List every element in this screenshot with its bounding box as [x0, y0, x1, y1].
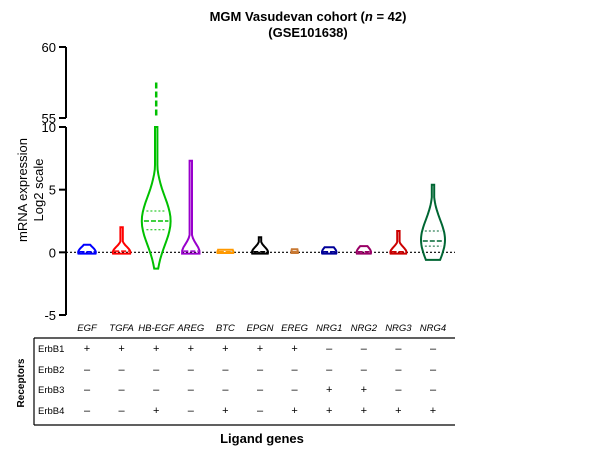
receptor-mark: +	[118, 343, 124, 355]
receptor-mark: –	[292, 364, 299, 376]
y-axis-label-line2: Log2 scale	[31, 159, 46, 222]
x-tick-label: AREG	[176, 323, 204, 334]
x-tick-label: BTC	[216, 323, 235, 334]
receptor-mark: –	[188, 364, 195, 376]
violin-body	[181, 159, 201, 255]
x-tick-label: NRG4	[420, 323, 446, 334]
receptor-label: ErbB2	[38, 365, 64, 376]
receptor-mark: –	[119, 364, 126, 376]
receptor-mark: +	[222, 405, 228, 417]
receptor-mark: +	[153, 405, 159, 417]
chart-subtitle: (GSE101638)	[268, 25, 348, 40]
y-tick-label: 55	[42, 111, 56, 126]
violin-egf	[77, 243, 97, 255]
violin-body	[355, 245, 372, 255]
receptor-mark: +	[395, 405, 401, 417]
receptor-table: ErbB1 + + + + + + + – – – – ErbB2 – – – – – – – – – – – ErbB3 – – –…	[33, 337, 455, 426]
violin-body	[140, 126, 172, 270]
violin-nrg2	[355, 245, 372, 255]
x-tick-label: HB-EGF	[138, 323, 175, 334]
violin-tgfa	[111, 226, 132, 255]
receptor-mark: –	[119, 384, 126, 396]
receptor-mark: +	[430, 405, 436, 417]
violin-nrg1	[321, 246, 338, 255]
violin-ereg	[290, 248, 299, 254]
receptor-mark: +	[326, 405, 332, 417]
y-tick-label: -5	[44, 308, 56, 323]
receptor-mark: –	[257, 384, 264, 396]
receptor-mark: –	[361, 343, 368, 355]
violin-body	[321, 246, 338, 255]
receptor-mark: –	[257, 364, 264, 376]
receptor-label: ErbB3	[38, 385, 64, 396]
violin-body	[290, 248, 299, 254]
receptor-mark: –	[84, 405, 91, 417]
violin-epgn	[251, 236, 269, 255]
x-axis-label: Ligand genes	[220, 431, 304, 446]
chart-title: MGM Vasudevan cohort (n = 42)	[210, 9, 407, 24]
violin-btc	[216, 248, 235, 254]
violin-nrg4	[419, 183, 447, 261]
x-tick-label: EREG	[281, 323, 308, 334]
receptor-mark: –	[361, 364, 368, 376]
x-tick-label: EGF	[77, 323, 98, 334]
violin-body	[251, 236, 269, 255]
receptor-mark: +	[257, 343, 263, 355]
receptor-mark: +	[361, 405, 367, 417]
x-tick-label: NRG3	[385, 323, 412, 334]
receptor-mark: –	[153, 364, 160, 376]
receptor-mark: –	[430, 343, 437, 355]
receptor-mark: –	[430, 384, 437, 396]
receptor-mark: –	[84, 364, 91, 376]
receptor-mark: –	[292, 384, 299, 396]
receptor-mark: –	[430, 364, 437, 376]
y-tick-label: 0	[49, 245, 56, 260]
violin-body	[111, 226, 132, 255]
x-tick-label: TGFA	[109, 323, 134, 334]
receptor-mark: –	[395, 343, 402, 355]
receptors-title: Receptors	[16, 358, 27, 407]
receptor-mark: +	[291, 343, 297, 355]
receptor-mark: +	[326, 384, 332, 396]
violin-hb-egf	[140, 82, 172, 270]
y-axis-label-line1: mRNA expression	[15, 138, 30, 242]
receptor-mark: –	[257, 405, 264, 417]
receptor-label: ErbB1	[38, 344, 64, 355]
receptor-mark: –	[222, 384, 229, 396]
receptor-mark: +	[188, 343, 194, 355]
receptor-mark: –	[188, 384, 195, 396]
y-tick-label: 60	[42, 40, 56, 55]
receptor-mark: +	[222, 343, 228, 355]
receptor-mark: –	[326, 364, 333, 376]
violin-body	[389, 230, 408, 255]
receptor-mark: –	[395, 384, 402, 396]
receptor-mark: +	[84, 343, 90, 355]
violin-body	[216, 248, 235, 254]
violins	[77, 82, 447, 270]
x-tick-label: EPGN	[247, 323, 274, 334]
violin-body	[77, 243, 97, 255]
receptor-mark: +	[153, 343, 159, 355]
receptor-mark: +	[291, 405, 297, 417]
x-tick-label: NRG1	[316, 323, 342, 334]
x-tick-labels: EGF TGFA HB-EGF AREG BTC EPGN EREG NRG1 NRG2 NRG3…	[77, 323, 446, 334]
receptor-mark: +	[361, 384, 367, 396]
receptor-mark: –	[188, 405, 195, 417]
x-tick-label: NRG2	[351, 323, 378, 334]
violin-nrg3	[389, 230, 408, 255]
receptor-mark: –	[119, 405, 126, 417]
receptor-mark: –	[222, 364, 229, 376]
receptor-mark: –	[84, 384, 91, 396]
violin-body	[419, 183, 447, 261]
y-tick-label: 10	[42, 120, 56, 135]
receptor-label: ErbB4	[38, 406, 64, 417]
receptor-mark: –	[395, 364, 402, 376]
violin-areg	[181, 159, 201, 255]
receptor-mark: –	[326, 343, 333, 355]
y-tick-label: 5	[49, 183, 56, 198]
receptor-mark: –	[153, 384, 160, 396]
